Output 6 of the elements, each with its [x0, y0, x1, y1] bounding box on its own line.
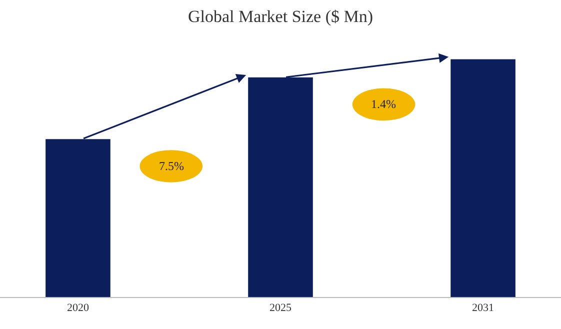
x-tick-label: 2025	[270, 302, 292, 314]
annotation: 7.5%	[159, 159, 184, 173]
chart-title: Global Market Size ($ Mn)	[188, 6, 374, 26]
annotation: 1.4%	[371, 97, 396, 111]
x-tick-label: 2020	[66, 302, 90, 314]
x-tick-label: 2031	[472, 302, 494, 314]
